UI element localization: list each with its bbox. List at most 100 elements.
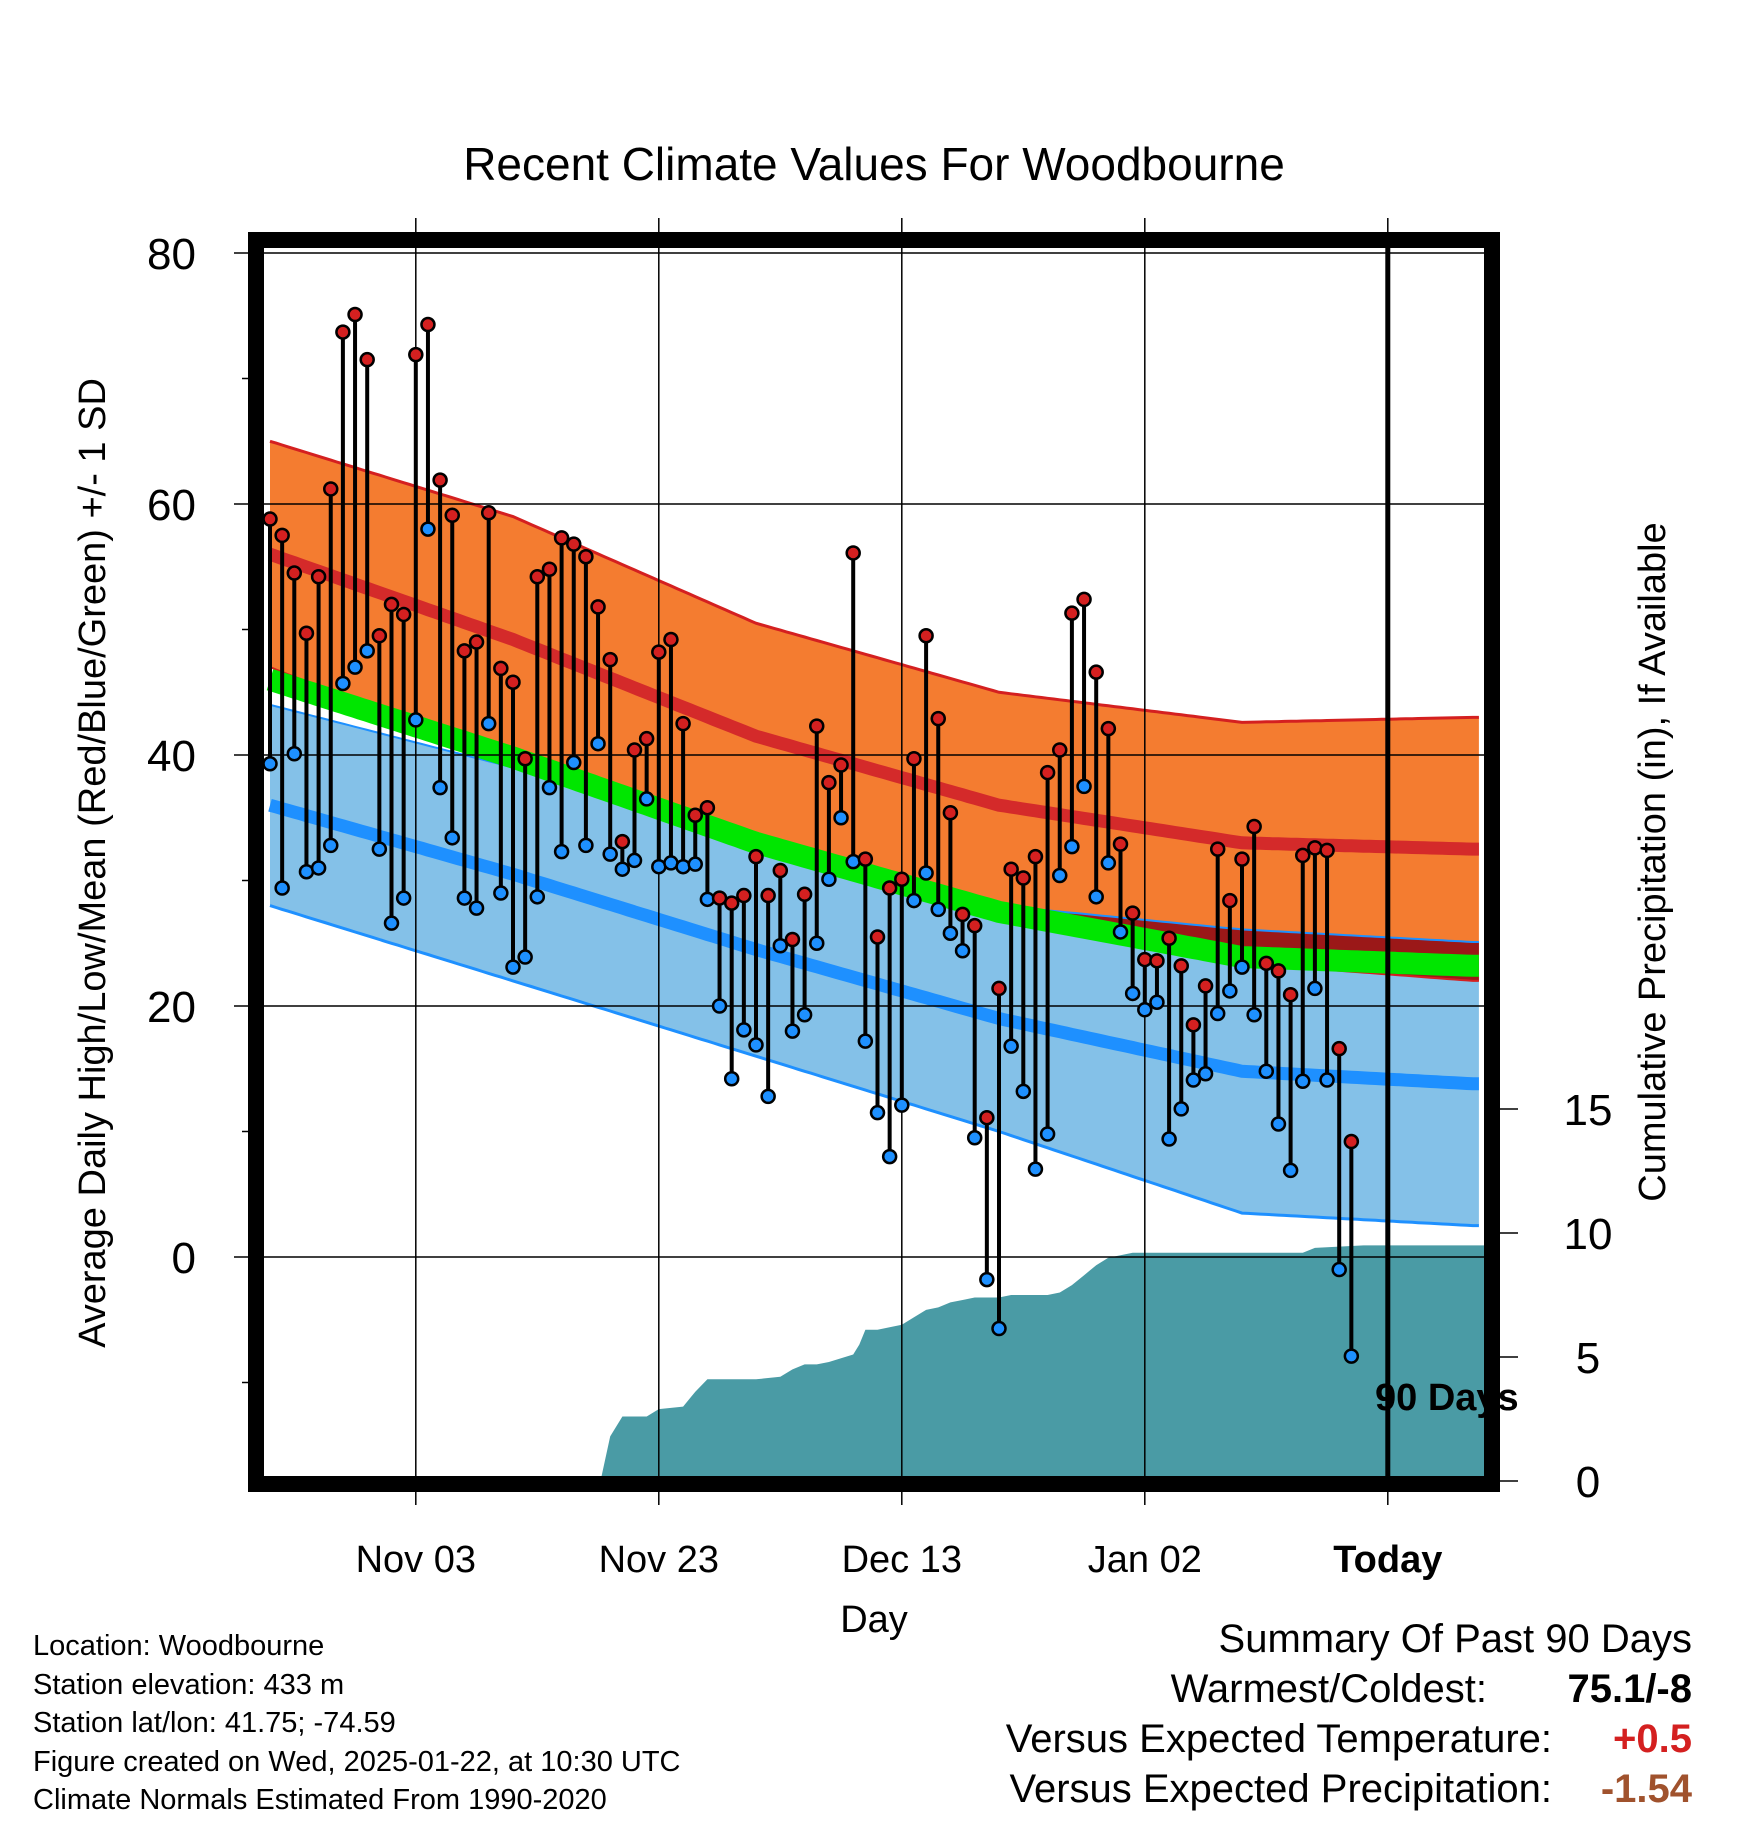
low-point-77: [1197, 1066, 1214, 1082]
low-point-21: [517, 949, 533, 965]
high-point-68: [1088, 664, 1104, 680]
low-point-14: [432, 779, 448, 796]
high-point-12: [408, 346, 424, 363]
high-point-18: [480, 505, 497, 521]
high-point-4: [310, 569, 327, 585]
y-axis-label: Average Daily High/Low/Mean (Red/Blue/Gr…: [72, 378, 114, 1348]
low-point-54: [918, 865, 934, 881]
high-point-30: [626, 742, 643, 758]
low-point-13: [420, 521, 436, 537]
high-point-87: [1319, 842, 1335, 859]
high-point-50: [869, 929, 886, 945]
low-point-84: [1282, 1162, 1299, 1179]
high-point-41: [760, 887, 776, 904]
low-point-44: [796, 1007, 813, 1023]
low-point-30: [626, 852, 643, 869]
high-point-11: [395, 606, 412, 623]
high-point-45: [809, 718, 825, 734]
low-point-8: [359, 643, 375, 659]
high-point-14: [432, 472, 448, 488]
low-point-81: [1246, 1007, 1262, 1023]
high-point-43: [784, 931, 801, 948]
low-point-51: [881, 1148, 898, 1165]
low-point-50: [869, 1104, 886, 1121]
warmest-value: 75.1/-8: [1567, 1667, 1692, 1711]
low-lower-line: [269, 904, 1479, 1228]
high-point-65: [1052, 742, 1068, 758]
high-point-49: [857, 851, 874, 867]
high-point-24: [553, 530, 570, 546]
high-point-25: [566, 536, 582, 552]
high-point-89: [1343, 1133, 1360, 1150]
low-point-70: [1112, 924, 1129, 940]
low-point-10: [383, 915, 400, 931]
high-point-69: [1100, 720, 1117, 737]
low-point-34: [675, 858, 691, 875]
high-point-76: [1185, 1017, 1202, 1033]
high-point-52: [894, 871, 910, 887]
normal-mean-line: [266, 669, 1479, 977]
normals-text: Climate Normals Estimated From 1990-2020: [33, 1784, 607, 1816]
low-point-55: [930, 901, 946, 918]
high-point-34: [675, 715, 691, 732]
high-point-2: [286, 565, 303, 581]
high-point-51: [881, 880, 898, 896]
low-point-58: [966, 1130, 983, 1146]
low-point-18: [480, 715, 497, 732]
high-point-60: [991, 980, 1007, 997]
low-point-15: [444, 830, 460, 846]
high-point-80: [1234, 851, 1250, 867]
low-point-85: [1295, 1073, 1311, 1090]
low-point-23: [541, 779, 558, 796]
overlap-band: [622, 801, 1479, 981]
high-point-9: [371, 628, 388, 644]
high-point-26: [578, 548, 594, 565]
y2-tick-label-0: 0: [1576, 1458, 1600, 1507]
low-point-9: [371, 841, 388, 857]
low-point-82: [1258, 1063, 1275, 1080]
low-point-74: [1161, 1131, 1177, 1147]
low-point-22: [529, 889, 546, 905]
low-point-35: [687, 856, 703, 872]
high-point-55: [930, 710, 946, 727]
low-point-45: [809, 935, 825, 951]
high-point-7: [347, 306, 363, 323]
low-sd-band: [270, 704, 1479, 1226]
high-point-62: [1015, 870, 1032, 886]
high-point-82: [1258, 955, 1275, 972]
y-tick-label-2: 40: [147, 732, 196, 781]
low-point-28: [602, 846, 618, 862]
today-marker-label: 90 Days: [1375, 1377, 1519, 1419]
low-point-2: [286, 745, 303, 762]
low-point-5: [323, 837, 339, 854]
high-point-16: [456, 643, 473, 659]
x-tick-label-3: Jan 02: [1088, 1539, 1202, 1581]
temp-label: Versus Expected Temperature:: [1005, 1717, 1552, 1761]
high-point-44: [796, 886, 813, 903]
normal-high-line: [267, 548, 1479, 856]
low-point-83: [1270, 1116, 1287, 1132]
low-point-80: [1234, 959, 1250, 975]
elevation-text: Station elevation: 433 m: [33, 1668, 345, 1701]
high-point-81: [1246, 818, 1262, 835]
high-point-10: [383, 596, 400, 613]
high-point-84: [1282, 986, 1299, 1003]
low-point-86: [1307, 980, 1323, 997]
high-point-75: [1173, 958, 1189, 974]
low-point-26: [578, 837, 594, 854]
high-point-59: [979, 1109, 995, 1126]
high-point-67: [1076, 591, 1092, 608]
high-point-85: [1295, 847, 1311, 864]
high-point-79: [1222, 892, 1238, 909]
low-point-40: [748, 1037, 764, 1053]
high-point-83: [1270, 963, 1287, 979]
low-point-72: [1137, 1002, 1153, 1018]
high-point-88: [1331, 1040, 1347, 1057]
high-point-42: [772, 862, 789, 879]
low-point-43: [784, 1023, 801, 1039]
high-point-57: [954, 906, 971, 923]
low-point-63: [1027, 1161, 1044, 1177]
summary-title: Summary Of Past 90 Days: [1218, 1617, 1692, 1661]
high-point-0: [262, 511, 278, 527]
high-point-63: [1027, 848, 1044, 865]
